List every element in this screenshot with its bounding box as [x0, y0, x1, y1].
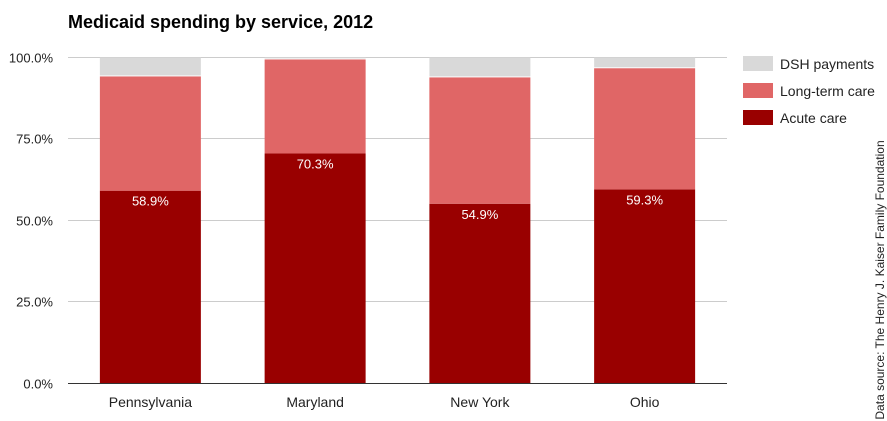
bar-segment-acute-care [264, 153, 366, 383]
x-tick-label: Maryland [286, 394, 344, 410]
x-tick-label: New York [450, 394, 510, 410]
bar-segment-acute-care [429, 203, 531, 383]
legend-label: DSH payments [780, 56, 874, 72]
bar-segment-dsh-payments [429, 57, 531, 77]
y-tick-label: 50.0% [16, 214, 53, 229]
x-tick-label: Ohio [630, 394, 660, 410]
x-tick-label: Pennsylvania [109, 394, 192, 410]
data-label: 70.3% [297, 156, 334, 171]
data-label: 59.3% [626, 192, 663, 207]
bar-segment-dsh-payments [99, 57, 201, 76]
bar-segment-long-term-care [429, 77, 531, 204]
bar-segment-long-term-care [99, 76, 201, 191]
source-note: Data source: The Henry J. Kaiser Family … [873, 140, 887, 419]
legend-label: Long-term care [780, 83, 875, 99]
y-tick-label: 100.0% [9, 51, 54, 66]
bar-segment-acute-care [99, 190, 201, 383]
bar-segment-dsh-payments [264, 57, 366, 59]
legend-swatch [743, 110, 773, 125]
chart-title: Medicaid spending by service, 2012 [68, 12, 373, 32]
bar-segment-long-term-care [594, 68, 696, 190]
bar-segment-acute-care [594, 189, 696, 383]
data-label: 54.9% [461, 207, 498, 222]
bar-segment-dsh-payments [594, 57, 696, 68]
bar-segment-long-term-care [264, 59, 366, 154]
y-tick-label: 25.0% [16, 295, 53, 310]
legend-swatch [743, 56, 773, 71]
data-label: 58.9% [132, 194, 169, 209]
legend-label: Acute care [780, 110, 847, 126]
y-tick-label: 0.0% [23, 377, 53, 392]
legend-swatch [743, 83, 773, 98]
y-tick-label: 75.0% [16, 132, 53, 147]
